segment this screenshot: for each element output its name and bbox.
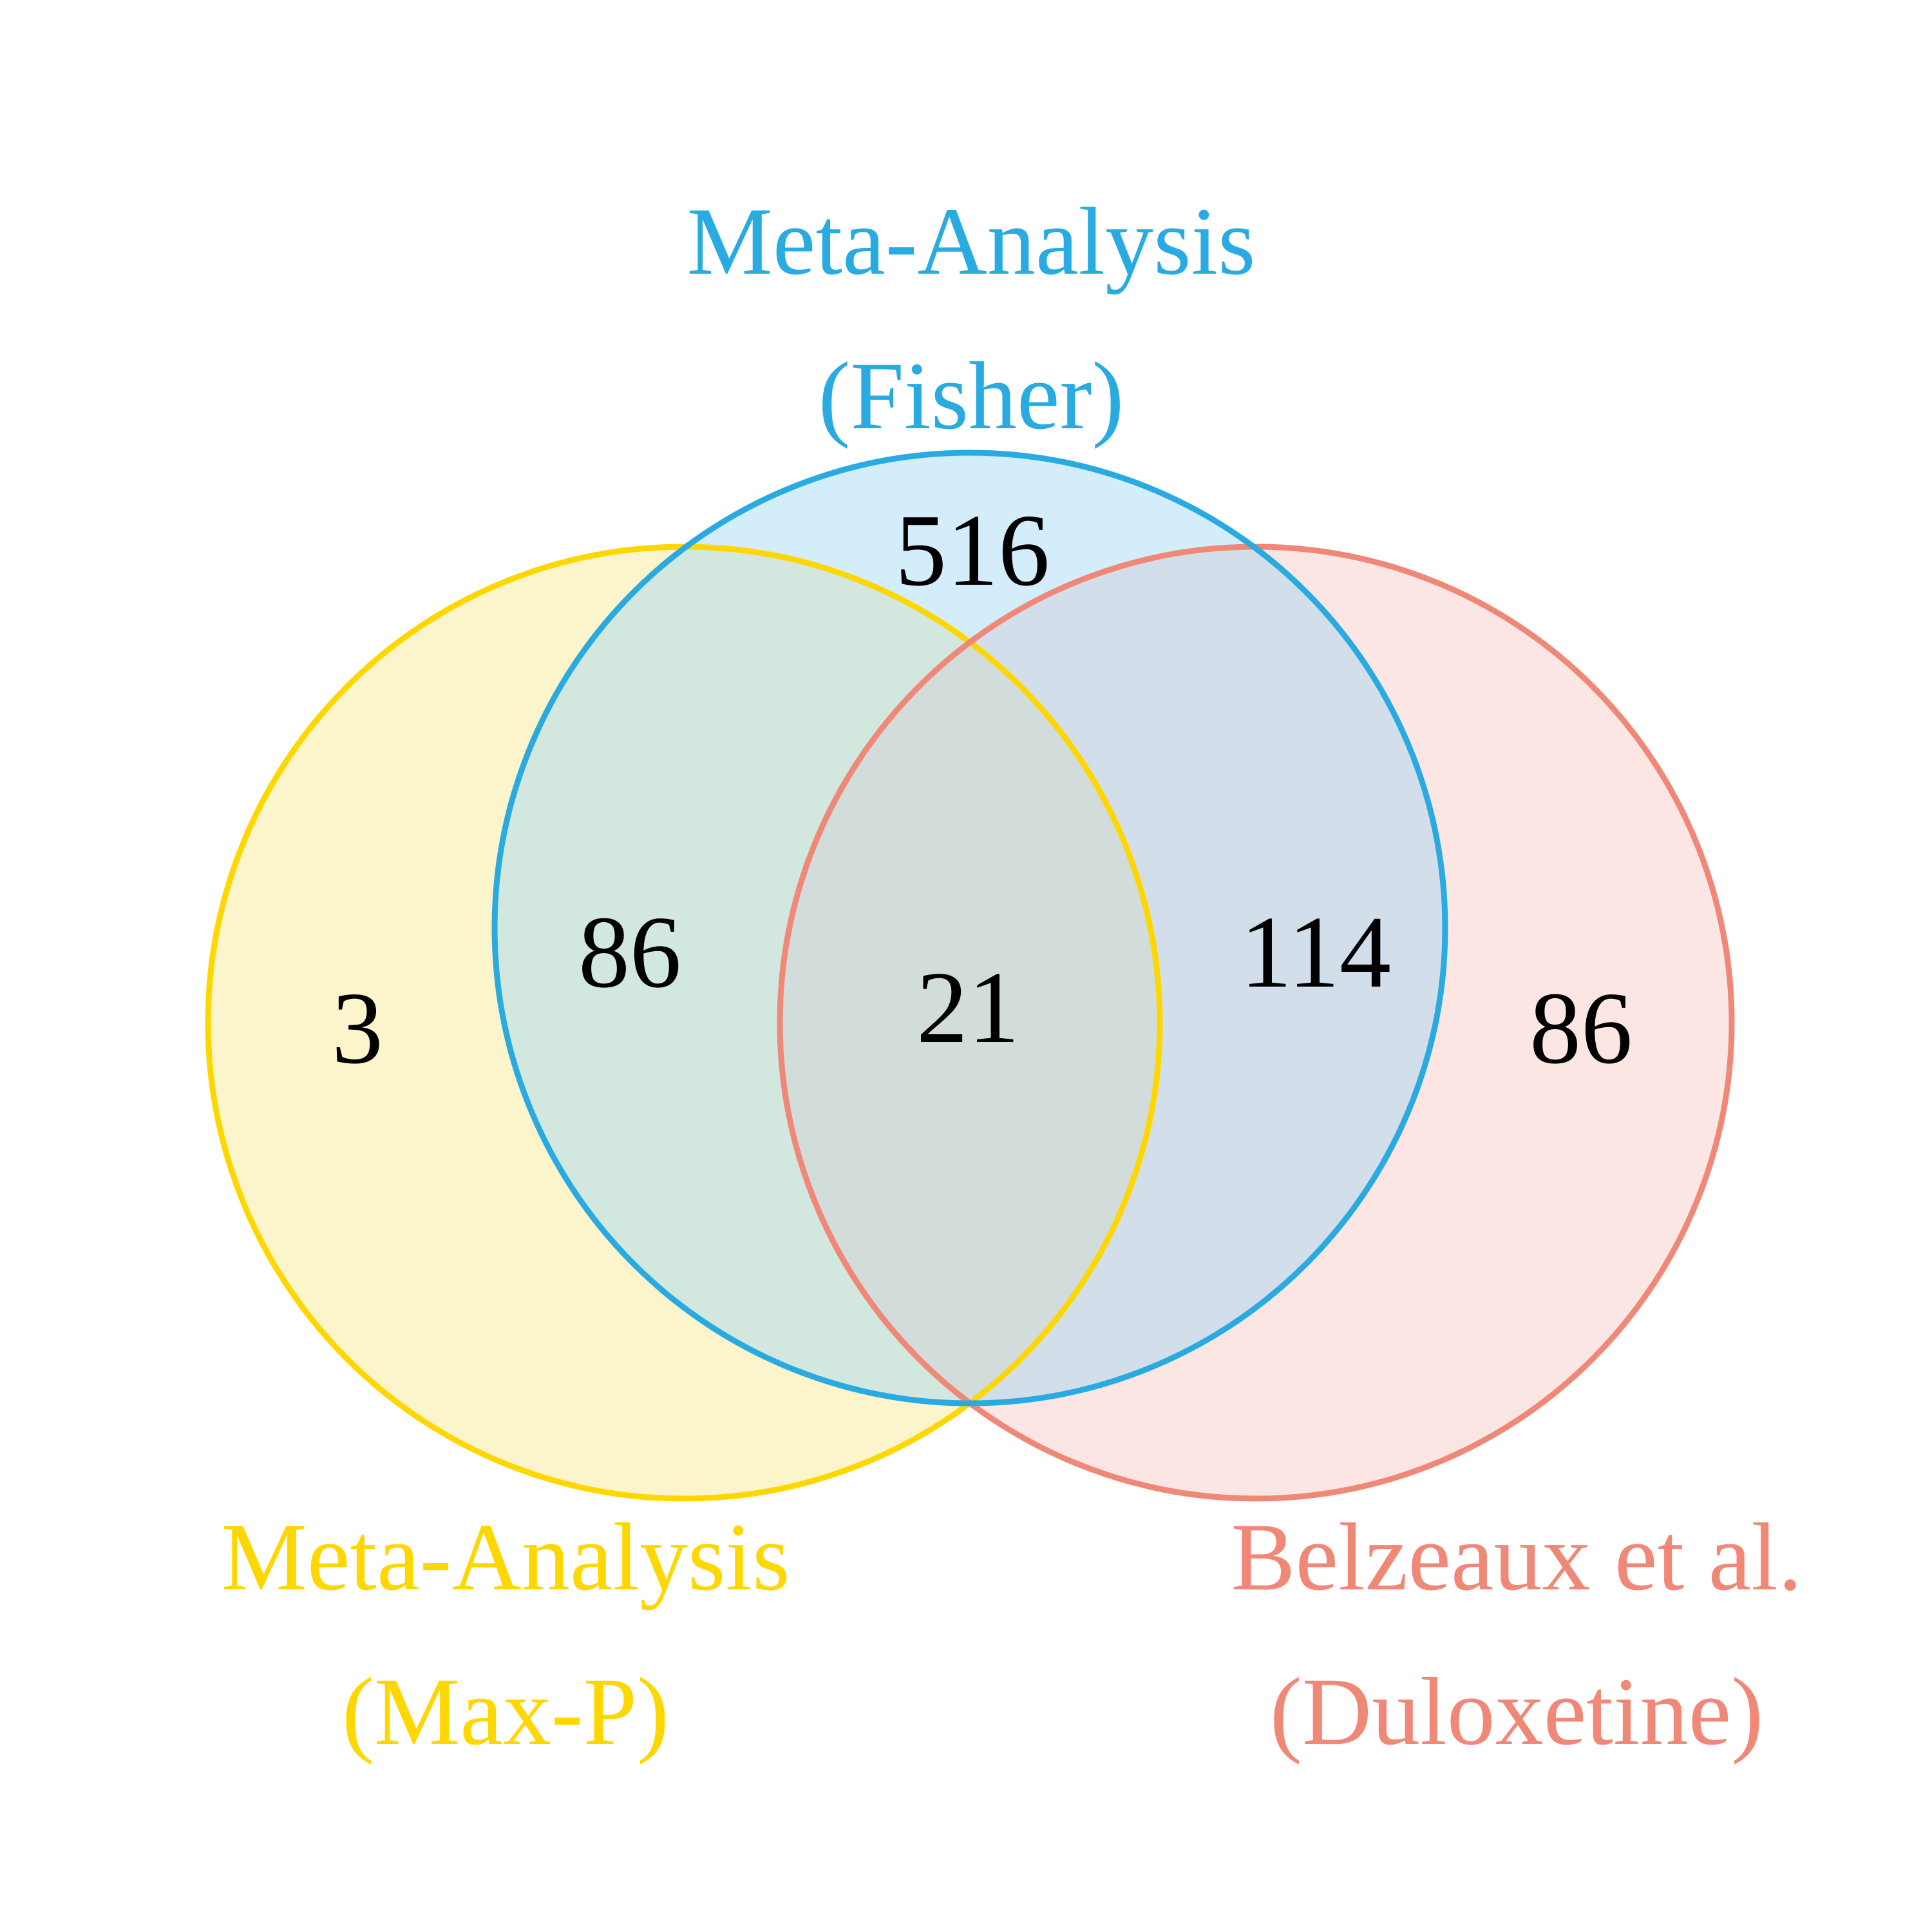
belzeaux-label-line1: Belzeaux et al.: [1231, 1504, 1802, 1611]
fisher-label-line1: Meta-Analysis: [687, 188, 1255, 295]
count-belzeaux-only: 86: [1530, 971, 1633, 1085]
count-fisher-only: 516: [895, 493, 1050, 607]
maxp-label-line2: (Max-P): [342, 1658, 669, 1765]
maxp-label-line1: Meta-Analysis: [221, 1504, 790, 1611]
fisher-circle-fill: [495, 453, 1445, 1403]
belzeaux-circle-fill: [780, 547, 1732, 1499]
maxp-circle-fill: [208, 547, 1160, 1499]
belzeaux-label-line2: (Duloxetine): [1270, 1658, 1763, 1765]
count-maxp-fisher: 86: [578, 895, 681, 1009]
fisher-label-line2: (Fisher): [819, 343, 1124, 450]
count-fisher-belzeaux: 114: [1240, 895, 1391, 1009]
count-all-three: 21: [916, 950, 1019, 1065]
count-maxp-only: 3: [332, 971, 383, 1085]
fisher-circle-outline: [491, 450, 1448, 1406]
